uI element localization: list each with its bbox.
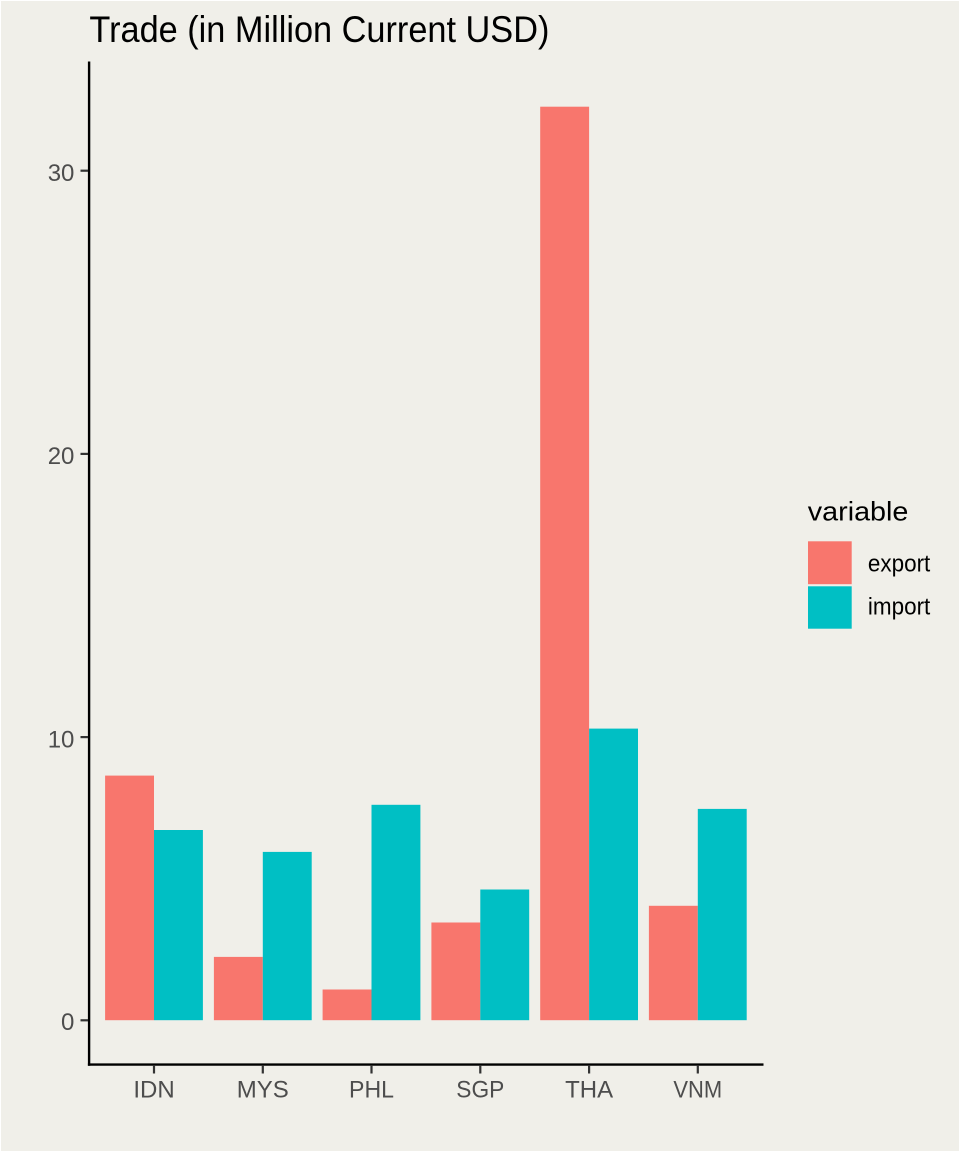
svg-text:variable: variable	[808, 497, 909, 527]
svg-text:VNM: VNM	[673, 1077, 722, 1104]
svg-text:export: export	[868, 551, 931, 578]
svg-text:10: 10	[48, 726, 75, 753]
svg-text:MYS: MYS	[237, 1077, 289, 1104]
svg-text:30: 30	[48, 160, 75, 187]
svg-text:THA: THA	[565, 1077, 613, 1104]
svg-text:import: import	[868, 594, 931, 621]
svg-text:20: 20	[48, 443, 75, 470]
svg-text:Trade (in Million Current USD): Trade (in Million Current USD)	[89, 9, 549, 50]
svg-text:0: 0	[61, 1009, 74, 1036]
svg-text:SGP: SGP	[456, 1077, 504, 1104]
svg-text:PHL: PHL	[349, 1077, 394, 1104]
svg-text:IDN: IDN	[133, 1077, 174, 1104]
